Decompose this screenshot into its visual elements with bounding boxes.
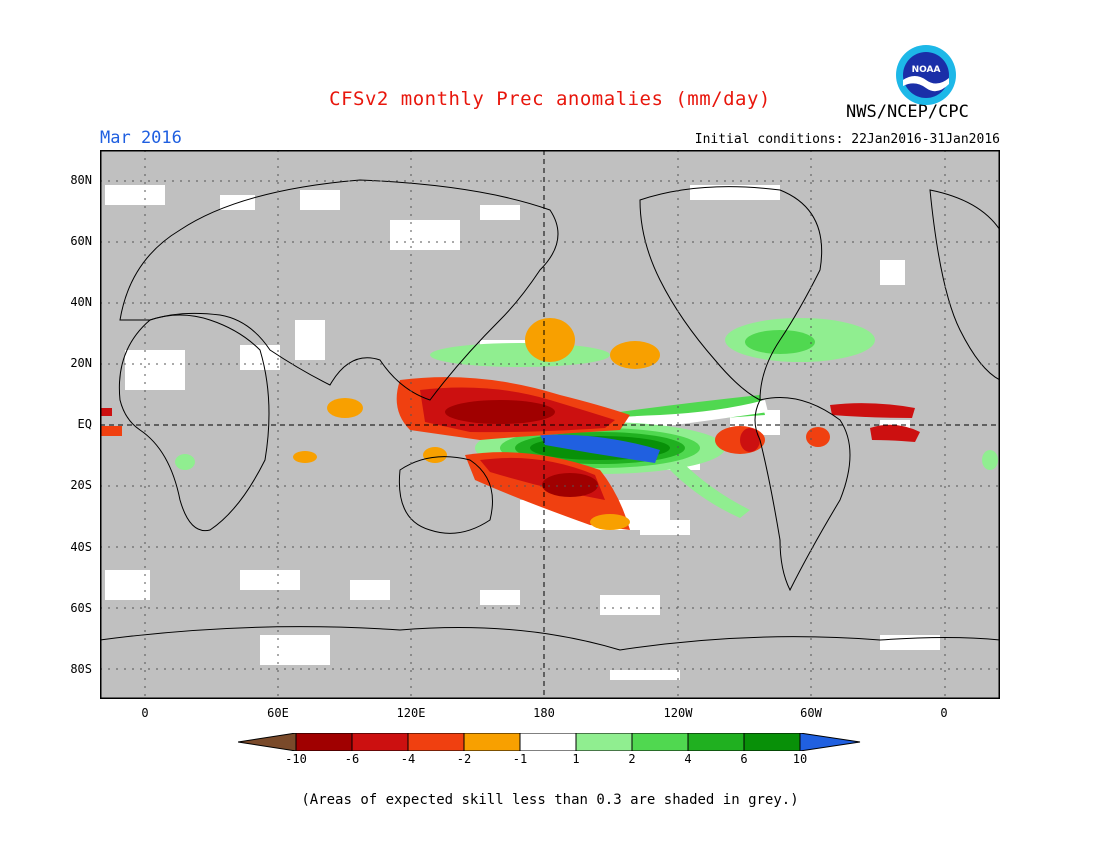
agency-label: NWS/NCEP/CPC bbox=[846, 102, 969, 122]
grid-lines bbox=[100, 150, 1000, 699]
colorbar-label: 2 bbox=[628, 752, 636, 766]
colorbar-label: -6 bbox=[344, 752, 360, 766]
lon-label-0-west: 0 bbox=[141, 706, 149, 720]
colorbar-bin-m1-1 bbox=[519, 733, 577, 751]
lon-label-180: 180 bbox=[533, 706, 555, 720]
map-frame bbox=[100, 150, 1000, 699]
colorbar-label: -10 bbox=[285, 752, 307, 766]
initial-conditions: Initial conditions: 22Jan2016-31Jan2016 bbox=[694, 132, 1000, 147]
forecast-month: Mar 2016 bbox=[100, 128, 182, 148]
lon-label-120e: 120E bbox=[396, 706, 426, 720]
colorbar-bin-4-6 bbox=[687, 733, 745, 751]
noaa-logo: NOAA bbox=[896, 45, 956, 105]
lat-label-80s: 80S bbox=[70, 662, 92, 676]
colorbar-bin-6-10 bbox=[743, 733, 801, 751]
colorbar-label: 1 bbox=[572, 752, 580, 766]
colorbar-bin-m6-m4 bbox=[351, 733, 409, 751]
lon-label-60w: 60W bbox=[800, 706, 822, 720]
north-america-outline bbox=[639, 186, 823, 401]
eurasia-outline bbox=[119, 179, 559, 401]
europe-east-outline bbox=[929, 189, 1000, 381]
lat-label-80n: 80N bbox=[70, 173, 92, 187]
colorbar-bin-gt-10 bbox=[799, 733, 861, 751]
colorbar bbox=[238, 733, 861, 751]
colorbar-label: 6 bbox=[740, 752, 748, 766]
colorbar-label: -1 bbox=[512, 752, 528, 766]
south-america-outline bbox=[754, 397, 851, 592]
colorbar-bin-m10-m6 bbox=[295, 733, 353, 751]
lat-label-60n: 60N bbox=[70, 234, 92, 248]
chart-title: CFSv2 monthly Prec anomalies (mm/day) bbox=[329, 88, 771, 110]
australia-outline bbox=[398, 456, 493, 534]
skill-footnote: (Areas of expected skill less than 0.3 a… bbox=[301, 792, 799, 808]
colorbar-bin-2-4 bbox=[631, 733, 689, 751]
antarctica-outline bbox=[100, 626, 1000, 651]
colorbar-bin-1-2 bbox=[575, 733, 633, 751]
lat-label-40n: 40N bbox=[70, 295, 92, 309]
lon-label-0-east: 0 bbox=[940, 706, 948, 720]
precip-anomaly-map bbox=[100, 150, 1000, 699]
lon-label-120w: 120W bbox=[663, 706, 693, 720]
dry-anomalies bbox=[100, 318, 920, 530]
colorbar-bin-m2-m1 bbox=[463, 733, 521, 751]
colorbar-label: 10 bbox=[792, 752, 808, 766]
near-zero-patches bbox=[105, 185, 940, 680]
colorbar-label: 4 bbox=[684, 752, 692, 766]
svg-text:NOAA: NOAA bbox=[912, 65, 941, 75]
lat-label-60s: 60S bbox=[70, 601, 92, 615]
lat-label-eq: EQ bbox=[77, 417, 92, 431]
colorbar-bin-lt-10 bbox=[238, 733, 297, 751]
colorbar-bin-m4-m2 bbox=[407, 733, 465, 751]
colorbar-label: -4 bbox=[400, 752, 416, 766]
colorbar-label: -2 bbox=[456, 752, 472, 766]
coastlines bbox=[100, 179, 1000, 651]
lat-label-20n: 20N bbox=[70, 356, 92, 370]
lon-label-60e: 60E bbox=[267, 706, 289, 720]
lat-label-20s: 20S bbox=[70, 478, 92, 492]
lat-label-40s: 40S bbox=[70, 540, 92, 554]
